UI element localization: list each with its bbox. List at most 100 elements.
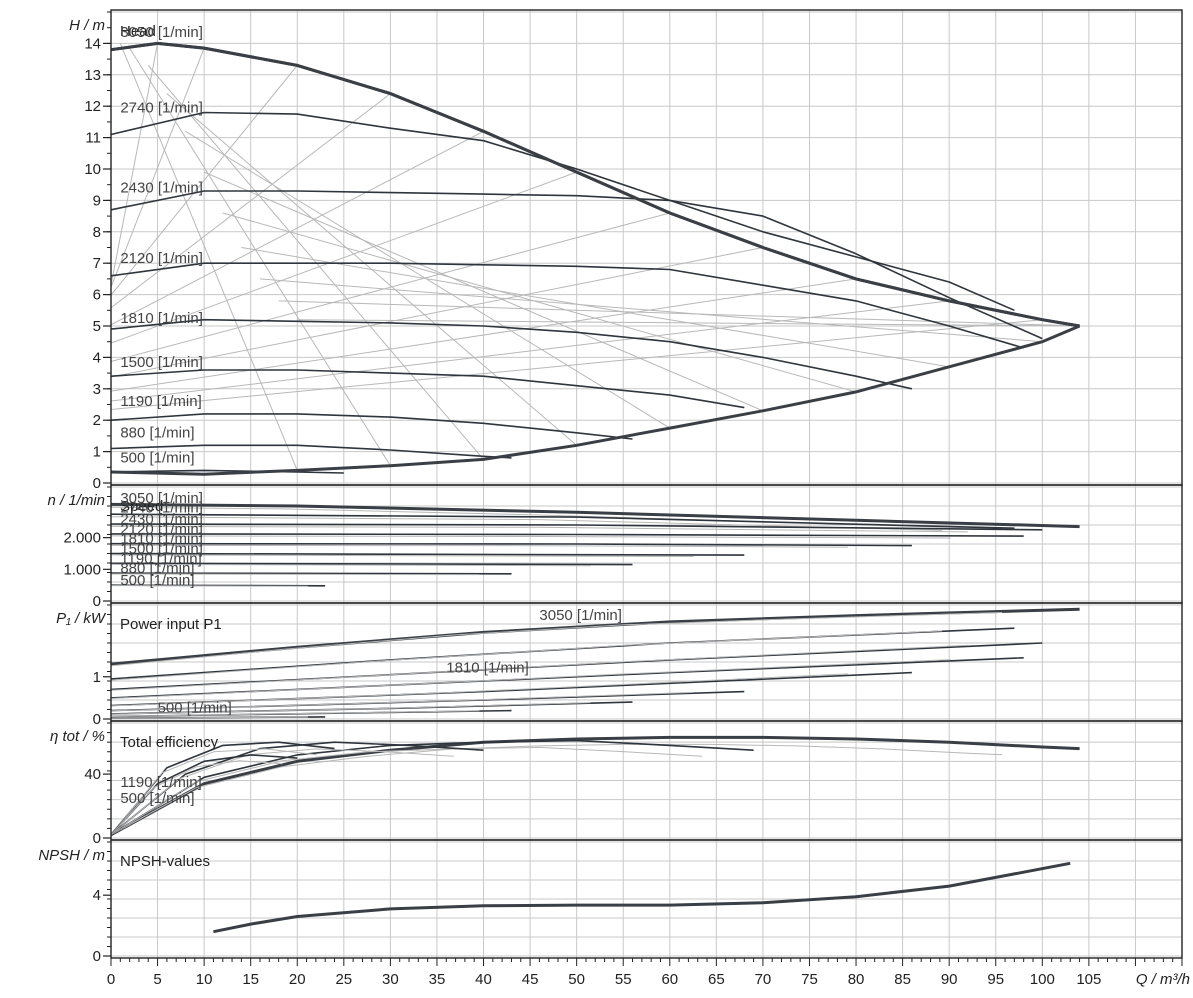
speed-curve-head: [110, 41, 1080, 328]
x-tick-label: 20: [289, 971, 306, 988]
speed-curve-speed: [110, 523, 1043, 531]
companion-curve-efficiency: [110, 760, 283, 836]
panel-title-power: Power input P1: [120, 616, 222, 633]
companion-curve-power: [110, 612, 1003, 667]
x-tick-label: 85: [894, 971, 911, 988]
y-tick-label-npsh: 4: [93, 887, 101, 904]
panel-title-speed: Speed: [120, 498, 163, 515]
efficiency-iso-curve: [119, 43, 298, 471]
companion-curve-speed: [110, 525, 968, 533]
curve-label-head: 880 [1/min]: [120, 424, 194, 441]
y-tick-label-efficiency: 40: [84, 766, 101, 783]
speed-curve-head: [110, 369, 745, 409]
x-tick-label: 65: [708, 971, 725, 988]
companion-curve-speed: [110, 563, 591, 567]
speed-curve-speed: [110, 562, 633, 566]
companion-curve-speed: [110, 585, 309, 587]
efficiency-iso-curve: [278, 300, 1080, 327]
speed-curve-head: [110, 111, 1015, 312]
y-tick-label-head: 6: [93, 287, 101, 304]
speed-curve-head: [110, 190, 1043, 340]
speed-curve-npsh: [213, 861, 1071, 934]
y-tick-label-power: 1: [93, 669, 101, 686]
companion-curve-speed: [110, 554, 694, 557]
companion-curve-power: [110, 673, 848, 707]
x-axis-title: Q / m³/h: [1136, 971, 1190, 988]
y-tick-label-head: 1: [93, 444, 101, 461]
curve-label-head: 2740 [1/min]: [120, 99, 203, 116]
y-tick-label-head: 2: [93, 412, 101, 429]
companion-curve-power: [110, 659, 951, 699]
y-tick-label-head: 13: [84, 67, 101, 84]
y-tick-label-speed: 1.000: [63, 561, 101, 578]
companion-curve-power: [110, 644, 968, 691]
y-tick-label-head: 11: [85, 130, 101, 147]
curves-layer: [110, 41, 1081, 934]
curve-label-efficiency: 1190 [1/min]: [120, 774, 201, 791]
curve-label-power: 3050 [1/min]: [539, 607, 622, 624]
system-curve: [110, 43, 159, 286]
curve-label-speed: 1190 [1/min]: [120, 550, 201, 567]
panel-title-npsh: NPSH-values: [120, 853, 210, 870]
curve-label-head: 3050 [1/min]: [120, 24, 203, 41]
companion-curve-power: [110, 630, 943, 681]
speed-curve-head: [110, 262, 1024, 349]
panel-title-efficiency: Total efficiency: [120, 734, 219, 751]
curve-label-power: 1810 [1/min]: [446, 660, 529, 677]
x-tick-label: 10: [196, 971, 213, 988]
curve-label-speed: 1810 [1/min]: [120, 531, 203, 548]
y-tick-label-head: 4: [93, 349, 101, 366]
y-axis-title-efficiency: η tot / %: [50, 728, 105, 745]
y-tick-label-head: 3: [93, 381, 101, 398]
curve-label-speed: 2430 [1/min]: [120, 511, 203, 528]
speed-curve-head: [110, 318, 913, 390]
y-axis-title-power: P₁ / kW: [56, 610, 107, 627]
x-tick-label: 45: [522, 971, 539, 988]
speed-curve-power: [110, 627, 1015, 680]
y-tick-label-efficiency: 0: [93, 830, 101, 847]
companion-curve-efficiency: [110, 748, 454, 836]
speed-curve-power: [110, 607, 1080, 666]
envelope-lower-curve: [110, 324, 1081, 476]
companion-curve-speed: [110, 544, 848, 548]
curve-label-speed: 2120 [1/min]: [120, 521, 203, 538]
companion-curve-speed: [110, 535, 951, 539]
efficiency-iso-curve: [129, 47, 391, 466]
system-curve: [110, 171, 577, 344]
system-curve: [110, 278, 857, 392]
efficiency-iso-curve: [241, 247, 950, 368]
curve-label-power: 500 [1/min]: [158, 700, 232, 717]
curve-label-speed: 500 [1/min]: [120, 572, 194, 589]
curve-label-speed: 880 [1/min]: [120, 560, 194, 577]
x-tick-label: 0: [107, 971, 115, 988]
companion-curve-efficiency: [110, 743, 1003, 836]
x-tick-label: 80: [848, 971, 865, 988]
y-tick-label-head: 0: [93, 475, 101, 492]
panel-title-head: Head: [120, 23, 156, 40]
efficiency-iso-curve: [297, 319, 1080, 327]
y-tick-label-head: 7: [93, 255, 101, 272]
speed-curve-efficiency: [110, 735, 1080, 837]
x-tick-label: 5: [153, 971, 161, 988]
companion-curve-power: [110, 691, 694, 712]
x-tick-label: 60: [661, 971, 678, 988]
speed-curve-speed: [110, 572, 512, 575]
efficiency-iso-curve: [259, 278, 1043, 343]
companion-curve-power: [110, 702, 591, 715]
y-tick-label-head: 5: [93, 318, 101, 335]
x-tick-label: 30: [382, 971, 399, 988]
curve-label-speed: 3050 [1/min]: [120, 490, 203, 507]
companion-curve-power: [110, 716, 309, 719]
system-curve: [110, 93, 391, 309]
system-curve: [110, 65, 298, 296]
y-tick-label-head: 10: [84, 161, 101, 178]
x-tick-label: 15: [242, 971, 259, 988]
y-axis-title-speed: n / 1/min: [47, 492, 105, 509]
curve-label-speed: 1500 [1/min]: [120, 541, 203, 558]
efficiency-iso-curve: [185, 130, 671, 429]
y-tick-label-speed: 0: [93, 593, 101, 610]
y-tick-label-power: 0: [93, 711, 101, 728]
speed-curve-speed: [110, 542, 912, 547]
